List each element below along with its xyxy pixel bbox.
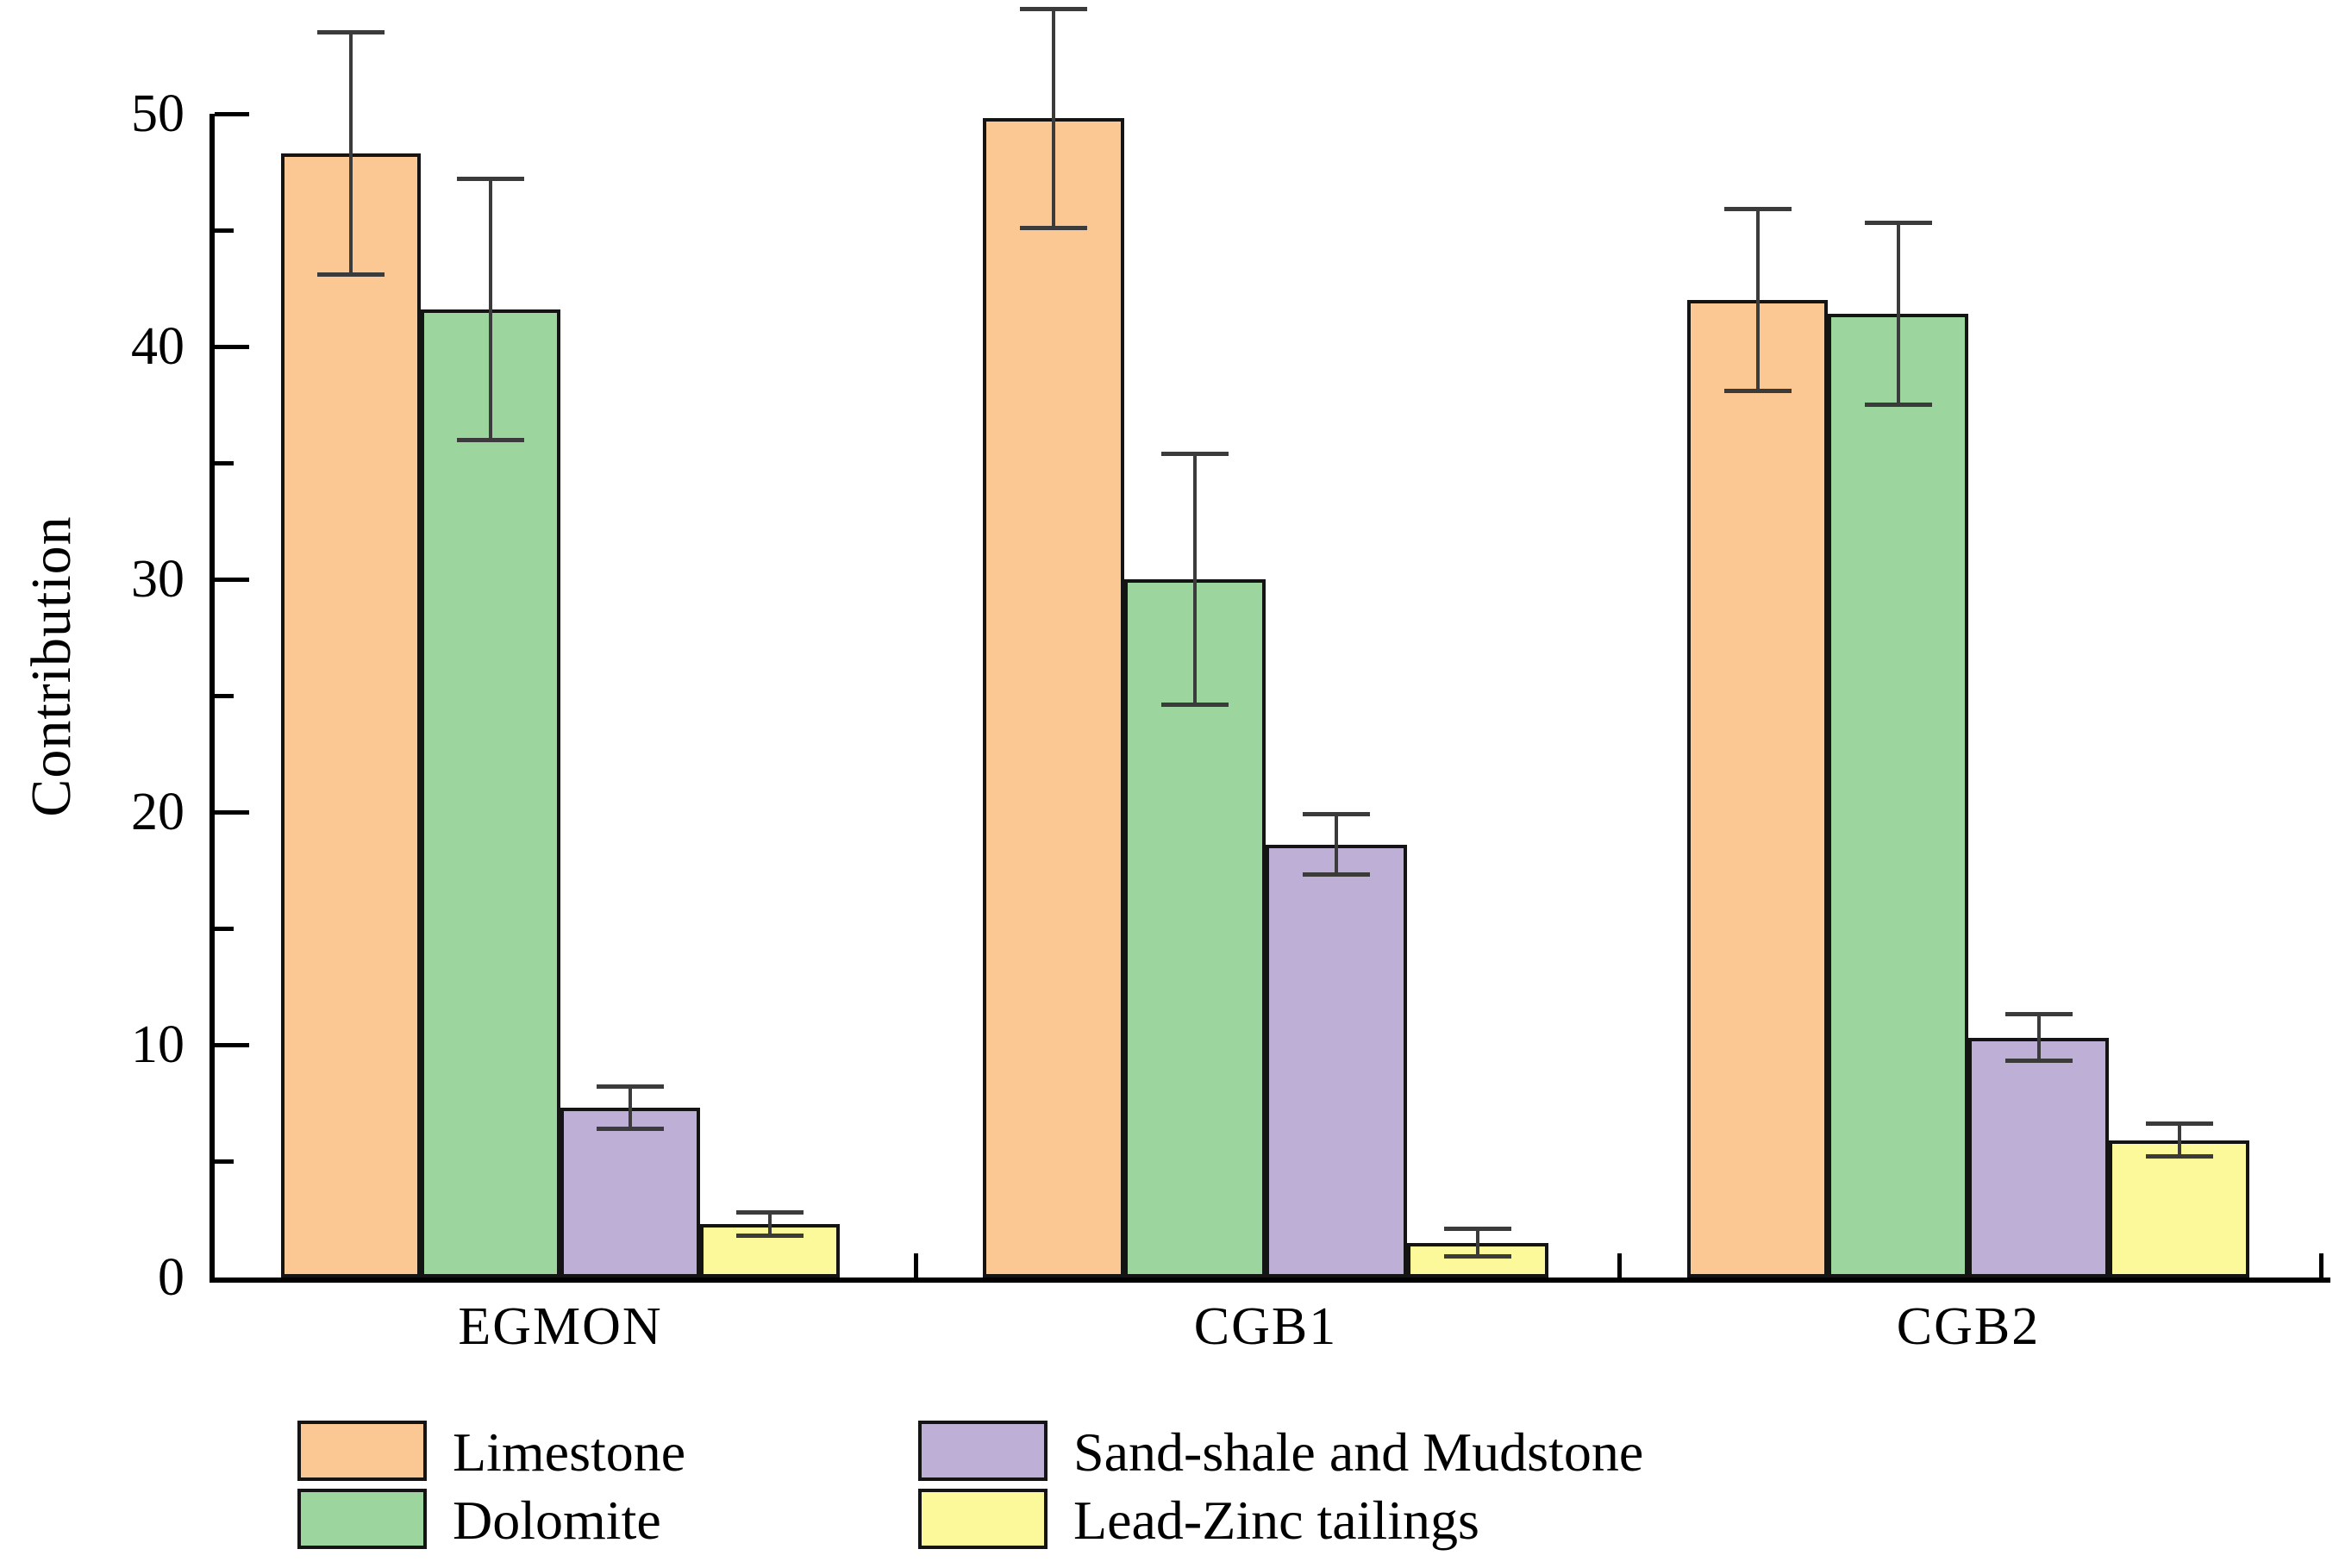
legend-label-sand-shale-and-mudstone: Sand-shale and Mudstone <box>1073 1421 1644 1483</box>
error-bar-line-dolomite-egmon <box>489 178 492 440</box>
error-bar-cap-upper-lead-zinc-tailings-egmon <box>736 1209 804 1215</box>
y-minor-tick <box>215 461 234 465</box>
y-major-tick <box>215 112 249 116</box>
x-separator-tick <box>914 1253 918 1278</box>
x-category-label-egmon: EGMON <box>458 1297 663 1356</box>
error-bar-cap-lower-lead-zinc-tailings-egmon <box>736 1233 804 1238</box>
error-bar-cap-lower-sand-shale-and-mudstone-cgb2 <box>2004 1059 2073 1064</box>
error-bar-cap-lower-lead-zinc-tailings-cgb1 <box>1444 1254 1511 1259</box>
legend-label-limestone: Limestone <box>453 1421 686 1483</box>
bar-sand-shale-and-mudstone-cgb1 <box>1266 844 1407 1278</box>
legend-label-dolomite: Dolomite <box>453 1490 661 1551</box>
bar-limestone-cgb1 <box>983 118 1124 1278</box>
y-minor-tick <box>215 228 234 233</box>
error-bar-cap-lower-dolomite-cgb2 <box>1864 403 1932 407</box>
bar-lead-zinc-tailings-cgb2 <box>2109 1140 2249 1278</box>
bar-sand-shale-and-mudstone-cgb2 <box>1968 1037 2109 1278</box>
bar-dolomite-egmon <box>421 309 560 1278</box>
error-bar-cap-lower-limestone-cgb1 <box>1020 225 1087 230</box>
y-major-tick <box>215 578 249 582</box>
error-bar-line-sand-shale-and-mudstone-cgb2 <box>2036 1014 2041 1061</box>
legend-swatch-dolomite <box>297 1489 427 1549</box>
legend-swatch-sand-shale-and-mudstone <box>918 1421 1048 1481</box>
x-separator-tick <box>2319 1253 2323 1278</box>
y-tick-label: 20 <box>131 783 184 841</box>
y-tick-label: 0 <box>158 1248 184 1307</box>
error-bar-line-limestone-cgb2 <box>1755 209 1760 391</box>
y-tick-label: 10 <box>131 1015 184 1074</box>
error-bar-cap-lower-dolomite-cgb1 <box>1161 703 1229 708</box>
error-bar-cap-upper-sand-shale-and-mudstone-cgb1 <box>1303 812 1370 817</box>
error-bar-cap-upper-limestone-cgb2 <box>1723 207 1792 212</box>
x-separator-tick <box>1617 1253 1622 1278</box>
error-bar-cap-upper-lead-zinc-tailings-cgb1 <box>1444 1226 1511 1231</box>
bar-dolomite-cgb2 <box>1828 314 1968 1278</box>
y-minor-tick <box>215 927 234 931</box>
y-minor-tick <box>215 1159 234 1164</box>
y-tick-label: 30 <box>131 550 184 609</box>
y-tick-label: 50 <box>131 84 184 143</box>
error-bar-line-lead-zinc-tailings-cgb2 <box>2177 1123 2181 1157</box>
error-bar-cap-upper-dolomite-egmon <box>457 177 524 182</box>
error-bar-cap-upper-limestone-egmon <box>317 30 385 34</box>
x-category-label-cgb1: CGB1 <box>1193 1297 1338 1356</box>
y-major-tick <box>215 1043 249 1047</box>
y-minor-tick <box>215 694 234 698</box>
legend-swatch-lead-zinc-tailings <box>918 1489 1048 1549</box>
error-bar-cap-lower-sand-shale-and-mudstone-egmon <box>597 1126 664 1131</box>
error-bar-cap-upper-limestone-cgb1 <box>1020 7 1087 11</box>
y-axis-title: Contribution <box>20 515 83 817</box>
y-major-tick <box>215 345 249 349</box>
error-bar-line-lead-zinc-tailings-cgb1 <box>1476 1228 1479 1257</box>
error-bar-line-sand-shale-and-mudstone-egmon <box>629 1086 632 1129</box>
y-axis-line <box>210 114 215 1283</box>
error-bar-line-lead-zinc-tailings-egmon <box>768 1212 772 1236</box>
error-bar-line-dolomite-cgb1 <box>1193 453 1197 705</box>
bar-limestone-egmon <box>281 153 421 1278</box>
error-bar-line-limestone-cgb1 <box>1052 9 1055 228</box>
legend-label-lead-zinc-tailings: Lead-Zinc tailings <box>1073 1490 1479 1551</box>
y-tick-label: 40 <box>131 317 184 376</box>
error-bar-cap-lower-dolomite-egmon <box>457 437 524 442</box>
error-bar-cap-lower-limestone-egmon <box>317 272 385 277</box>
bar-limestone-cgb2 <box>1687 300 1828 1278</box>
y-major-tick <box>215 810 249 815</box>
error-bar-cap-lower-lead-zinc-tailings-cgb2 <box>2145 1154 2213 1159</box>
error-bar-cap-upper-sand-shale-and-mudstone-egmon <box>597 1084 664 1090</box>
x-axis-line <box>210 1278 2330 1283</box>
bar-sand-shale-and-mudstone-egmon <box>560 1107 700 1278</box>
error-bar-line-limestone-egmon <box>349 32 353 275</box>
error-bar-cap-lower-limestone-cgb2 <box>1723 388 1792 393</box>
x-category-label-cgb2: CGB2 <box>1896 1297 2041 1356</box>
error-bar-line-sand-shale-and-mudstone-cgb1 <box>1335 814 1338 875</box>
error-bar-cap-lower-sand-shale-and-mudstone-cgb1 <box>1303 872 1370 878</box>
error-bar-cap-upper-sand-shale-and-mudstone-cgb2 <box>2004 1012 2073 1017</box>
error-bar-cap-upper-dolomite-cgb2 <box>1864 221 1932 226</box>
error-bar-cap-upper-dolomite-cgb1 <box>1161 451 1229 456</box>
error-bar-cap-upper-lead-zinc-tailings-cgb2 <box>2145 1121 2213 1127</box>
legend-swatch-limestone <box>297 1421 427 1481</box>
error-bar-line-dolomite-cgb2 <box>1896 222 1900 405</box>
